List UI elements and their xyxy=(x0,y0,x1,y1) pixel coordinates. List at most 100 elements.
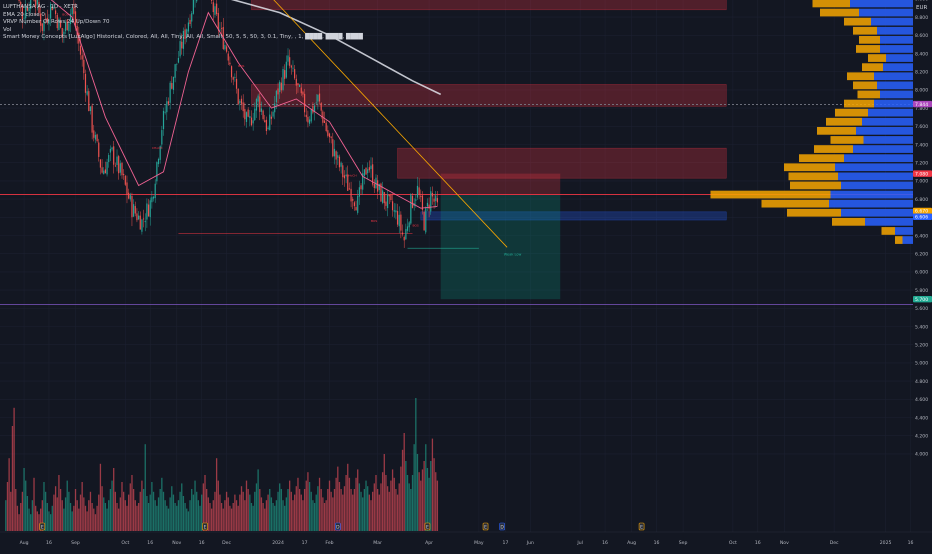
short-position-tool[interactable] xyxy=(440,173,561,300)
candle-down xyxy=(33,0,35,1)
vol-legend[interactable]: Vol xyxy=(3,26,12,33)
volume-bar xyxy=(308,482,311,531)
event-marker-icon[interactable] xyxy=(334,522,341,531)
volume-bar xyxy=(33,477,35,531)
event-marker-icon[interactable] xyxy=(638,522,645,531)
volume-bar xyxy=(63,508,65,531)
profile-row-sell xyxy=(856,45,880,53)
candle-up xyxy=(50,4,52,19)
candle-down xyxy=(56,14,58,29)
candle-down xyxy=(83,59,85,74)
time-tick-label: 16 xyxy=(908,540,914,546)
volume-bar xyxy=(315,494,317,531)
candle-down xyxy=(262,110,264,120)
candle-up xyxy=(152,196,155,199)
volume-bar xyxy=(71,511,73,531)
volume-bar xyxy=(411,475,414,531)
candle-up xyxy=(182,30,185,49)
profile-row-buy xyxy=(853,145,913,153)
volume-bar xyxy=(23,468,25,531)
candle-up xyxy=(367,169,369,174)
profile-row-buy xyxy=(880,90,913,99)
candle-up xyxy=(53,8,55,9)
candle-up xyxy=(36,0,38,5)
volume-bar xyxy=(350,489,352,531)
event-marker-icon[interactable] xyxy=(482,522,489,531)
volume-bar xyxy=(300,494,302,531)
volume-bar xyxy=(305,480,307,531)
candle-up xyxy=(144,220,146,223)
volume-bar xyxy=(338,482,341,531)
candle-down xyxy=(420,195,422,197)
volume-bar xyxy=(388,491,390,531)
volume-bar xyxy=(10,491,12,531)
candle-up xyxy=(255,98,258,111)
event-marker-icon[interactable] xyxy=(424,522,431,531)
symbol-line[interactable]: LUFTHANSA AG · 1D · XETR xyxy=(3,4,78,10)
candle-up xyxy=(267,127,269,129)
candle-up xyxy=(129,195,131,200)
candle-up xyxy=(357,195,359,213)
volume-bar xyxy=(408,483,410,531)
volume-bar xyxy=(347,463,349,531)
candle-up xyxy=(166,101,168,113)
volume-bar xyxy=(358,483,361,531)
time-axis[interactable]: Aug 16 Sep Oct 16 Nov 16 Dec 2024 17 Feb Mar Apr May 1… xyxy=(0,531,932,546)
candle-up xyxy=(68,23,70,32)
candle-down xyxy=(18,0,20,1)
event-marker-icon[interactable] xyxy=(202,522,208,531)
price-tick-label: 8.800 xyxy=(915,15,928,21)
volume-bar xyxy=(126,505,128,531)
volume-bar xyxy=(73,505,75,531)
time-tick-label: Aug xyxy=(20,540,29,546)
volume-bar xyxy=(96,505,98,531)
ema-legend[interactable]: EMA 20 close 0 xyxy=(3,11,45,18)
candle-up xyxy=(187,22,189,32)
candle-down xyxy=(373,184,375,188)
candle-up xyxy=(109,148,111,153)
volume-bar xyxy=(201,494,203,531)
volume-bar xyxy=(129,483,131,531)
candle-down xyxy=(181,41,183,49)
time-tick-label: 17 xyxy=(503,540,509,546)
time-tick-label: Sep xyxy=(679,540,688,546)
volume-bar xyxy=(269,489,271,531)
candle-down xyxy=(230,66,233,78)
volume-bar xyxy=(121,482,123,531)
volume-bar xyxy=(119,497,121,531)
event-marker-glyph: E xyxy=(484,524,487,530)
smc-label: BOS xyxy=(371,219,377,223)
volume-bar xyxy=(320,489,322,531)
volume-bar xyxy=(206,489,208,531)
volume-bar xyxy=(69,503,72,531)
event-marker-icon[interactable] xyxy=(499,522,505,531)
volume-bar xyxy=(264,508,266,531)
volume-bar xyxy=(61,500,63,531)
currency-label[interactable]: EUR xyxy=(916,5,928,11)
candle-down xyxy=(403,237,405,241)
volume-bar xyxy=(186,508,188,531)
volume-bar xyxy=(79,494,82,531)
candle-up xyxy=(43,20,45,32)
profile-row-sell xyxy=(868,54,886,62)
price-tick-label: 7.400 xyxy=(915,142,928,148)
smc-legend[interactable]: Smart Money Concepts [LuxAlgo] Historica… xyxy=(3,34,363,41)
candle-down xyxy=(436,198,438,203)
price-axis[interactable]: 9.6009.4009.2009.0008.8008.6008.4008.200… xyxy=(913,0,932,550)
candle-down xyxy=(264,120,266,123)
volume-bar xyxy=(225,491,228,531)
price-badge-label: 7.844 xyxy=(915,102,928,108)
vrvp-legend[interactable]: VRVP Number Of Rows 24 Up/Down 70 xyxy=(3,19,110,26)
volume-bar xyxy=(146,496,148,531)
time-tick-label: Jun xyxy=(526,540,534,546)
event-marker-icon[interactable] xyxy=(39,522,46,531)
profile-row-buy xyxy=(830,190,913,199)
volume-bar xyxy=(254,491,256,531)
volume-bar xyxy=(196,491,198,531)
profile-row-buy xyxy=(883,63,913,72)
volume-bar xyxy=(209,503,211,531)
volume-bar xyxy=(224,500,226,531)
